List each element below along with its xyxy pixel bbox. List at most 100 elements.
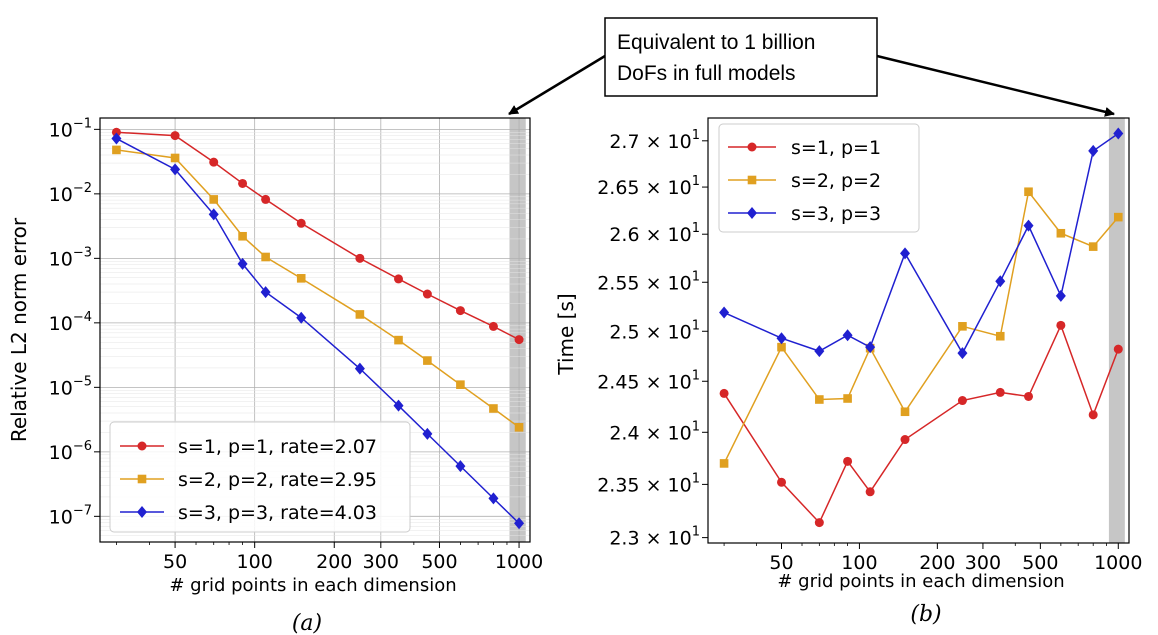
data-point-s2 bbox=[958, 322, 967, 331]
data-point-s2 bbox=[112, 145, 121, 155]
annotation-arrow-left bbox=[508, 54, 606, 116]
data-point-s2 bbox=[514, 423, 524, 432]
y-ticks-a: 10−7 10−6 10−5 10−4 10−3 10−2 10−1 bbox=[49, 116, 100, 528]
y-axis-label-a: Relative L2 norm error bbox=[7, 217, 31, 442]
data-point-s2 bbox=[261, 252, 270, 262]
data-point-s2 bbox=[719, 459, 729, 468]
annotation-arrow-right bbox=[876, 54, 1115, 117]
data-point-s1 bbox=[1113, 344, 1123, 354]
legend-entry: s=1, p=1 bbox=[791, 137, 881, 159]
series-group-b bbox=[719, 127, 1124, 528]
data-point-s3 bbox=[260, 286, 271, 299]
data-point-s3 bbox=[237, 257, 248, 270]
legend-box bbox=[718, 123, 920, 233]
y-tick-label: 2.5 × 101 bbox=[609, 318, 700, 343]
data-point-s3 bbox=[422, 427, 433, 440]
data-point-s1 bbox=[455, 306, 465, 316]
data-point-s1 bbox=[111, 127, 121, 137]
data-point-s3 bbox=[1088, 144, 1099, 157]
data-point-s1 bbox=[900, 435, 910, 445]
data-point-s2 bbox=[843, 394, 852, 403]
data-point-s1 bbox=[1056, 320, 1066, 330]
data-point-s2 bbox=[995, 331, 1005, 341]
data-point-s3 bbox=[208, 208, 219, 221]
data-point-s2 bbox=[394, 335, 403, 345]
y-ticks-b: 2.3 × 101 2.35 × 101 2.4 × 101 2.45 × 101 2.… bbox=[597, 128, 708, 550]
caption-a: (a) bbox=[292, 611, 322, 635]
data-point-s2 bbox=[170, 153, 180, 163]
data-point-s3 bbox=[1055, 289, 1066, 302]
data-point-s1 bbox=[777, 477, 787, 487]
y-tick-label: 2.3 × 101 bbox=[609, 525, 700, 550]
legend-entry: s=3, p=3 bbox=[791, 203, 881, 225]
annotation-box bbox=[604, 17, 878, 97]
data-point-s2 bbox=[1024, 187, 1033, 197]
x-tick-label: 300 bbox=[965, 552, 1001, 574]
legend-entry: s=2, p=2 bbox=[791, 170, 881, 192]
data-point-s3 bbox=[1113, 127, 1124, 140]
data-point-s2 bbox=[1088, 242, 1098, 251]
x-tick-label: 200 bbox=[316, 551, 352, 573]
data-point-s3 bbox=[354, 362, 365, 375]
legend-marker bbox=[137, 441, 147, 451]
data-point-s3 bbox=[514, 517, 525, 530]
data-point-s3 bbox=[842, 329, 853, 342]
series-line-1 bbox=[723, 323, 1119, 524]
data-point-s1 bbox=[355, 253, 365, 263]
legend-entry: s=2, p=2, rate=2.95 bbox=[178, 469, 377, 491]
y-tick-label: 2.6 × 101 bbox=[609, 221, 700, 246]
data-point-s3 bbox=[865, 341, 876, 354]
y-tick-label: 10−1 bbox=[49, 116, 92, 141]
panel-a: 50 100 200 300 500 1000 10−710−610−510−410−31… bbox=[7, 116, 543, 635]
annotation-line-2: DoFs in full models bbox=[617, 62, 796, 85]
x-tick-label: 100 bbox=[841, 552, 877, 574]
data-point-s2 bbox=[815, 395, 824, 404]
data-point-s3 bbox=[111, 132, 122, 145]
y-tick-label: 10−5 bbox=[49, 374, 92, 399]
legend-a: s=1, p=1, rate=2.07 s=2, p=2, rate=2.95 s=… bbox=[109, 421, 411, 533]
data-point-s1 bbox=[488, 321, 498, 331]
x-axis-label-a: # grid points in each dimension bbox=[169, 575, 456, 596]
data-point-s1 bbox=[957, 396, 967, 406]
legend-marker bbox=[747, 175, 757, 185]
x-ticks-a: 50 100 200 300 500 1000 bbox=[116, 542, 543, 573]
data-point-s2 bbox=[355, 310, 365, 319]
y-tick-label: 10−2 bbox=[49, 181, 92, 206]
data-point-s1 bbox=[238, 178, 248, 188]
series-line-2 bbox=[116, 149, 520, 428]
x-tick-label: 100 bbox=[237, 551, 273, 573]
data-point-s1 bbox=[394, 274, 404, 284]
y-tick-label: 10−7 bbox=[49, 503, 92, 528]
series-line-3 bbox=[116, 137, 520, 524]
data-point-s3 bbox=[957, 347, 968, 360]
data-point-s1 bbox=[296, 218, 306, 228]
legend-marker bbox=[747, 207, 757, 219]
legend-marker bbox=[747, 142, 757, 152]
y-tick-label: 2.4 × 101 bbox=[609, 419, 700, 444]
data-point-s3 bbox=[296, 311, 307, 324]
y-tick-label: 10−3 bbox=[49, 245, 92, 270]
data-point-s2 bbox=[900, 407, 910, 417]
data-point-s1 bbox=[719, 388, 729, 398]
y-axis-label-b: Time [s] bbox=[554, 293, 578, 375]
series-group-a bbox=[111, 127, 525, 530]
legend-box bbox=[109, 421, 411, 533]
data-point-s3 bbox=[776, 332, 787, 345]
y-tick-label: 2.65 × 101 bbox=[597, 174, 700, 199]
axes-frame-b bbox=[707, 117, 1130, 544]
data-point-s3 bbox=[995, 275, 1006, 288]
data-point-s2 bbox=[238, 231, 247, 241]
data-point-s3 bbox=[900, 247, 911, 260]
data-point-s2 bbox=[209, 195, 219, 204]
legend-entry: s=3, p=3, rate=4.03 bbox=[178, 502, 377, 524]
data-point-s3 bbox=[170, 163, 181, 176]
x-tick-label: 500 bbox=[421, 551, 457, 573]
series-line-3 bbox=[723, 132, 1119, 355]
data-point-s3 bbox=[455, 460, 466, 473]
data-point-s3 bbox=[488, 492, 499, 505]
data-point-s1 bbox=[514, 335, 524, 345]
data-point-s1 bbox=[170, 131, 180, 141]
x-tick-label: 50 bbox=[769, 552, 793, 574]
